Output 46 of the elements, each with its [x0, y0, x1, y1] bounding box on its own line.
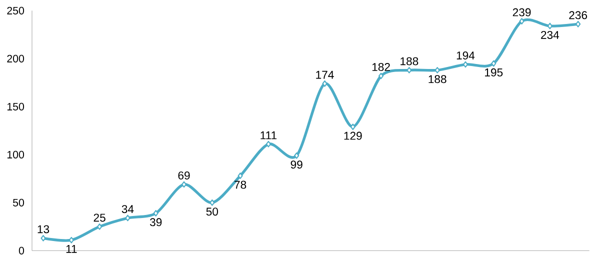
data-label: 236 [569, 11, 588, 20]
data-label: 78 [234, 180, 246, 189]
y-tick-label: 150 [7, 102, 24, 110]
point [40, 234, 46, 242]
data-label: 195 [485, 68, 503, 76]
point [181, 181, 187, 188]
point [153, 210, 158, 216]
y-tick-label: 250 [7, 6, 24, 14]
data-label: 13 [38, 225, 50, 234]
y-tick-label: 200 [7, 54, 24, 62]
data-label: 188 [428, 75, 446, 84]
point [68, 236, 74, 244]
point [491, 60, 496, 67]
point [125, 214, 130, 222]
data-label: 194 [456, 51, 475, 60]
data-label: 239 [512, 8, 531, 16]
y-tick-label: 0 [18, 246, 24, 254]
point [519, 18, 524, 24]
point [434, 66, 440, 74]
data-label: 174 [316, 70, 334, 79]
data-label: 50 [206, 208, 218, 216]
data-label: 111 [260, 131, 277, 140]
point [547, 22, 552, 30]
point [462, 61, 468, 68]
point [238, 172, 243, 179]
y-tick-label: 100 [7, 150, 24, 158]
data-label: 25 [94, 214, 106, 222]
data-label: 129 [344, 132, 362, 140]
point [350, 124, 356, 130]
data-label: 234 [541, 30, 560, 39]
point [576, 20, 581, 28]
point [322, 80, 328, 87]
data-label: 69 [178, 171, 190, 180]
point [210, 199, 215, 206]
point [294, 152, 300, 159]
point [97, 223, 102, 230]
data-label: 34 [122, 205, 134, 214]
point [406, 66, 412, 74]
data-label: 99 [290, 160, 302, 169]
point [378, 72, 384, 80]
y-tick-label: 50 [13, 198, 24, 206]
data-label: 182 [372, 63, 390, 72]
data-label: 11 [66, 245, 77, 253]
data-label: 39 [150, 218, 162, 226]
data-label: 188 [400, 57, 418, 66]
point [266, 140, 271, 148]
